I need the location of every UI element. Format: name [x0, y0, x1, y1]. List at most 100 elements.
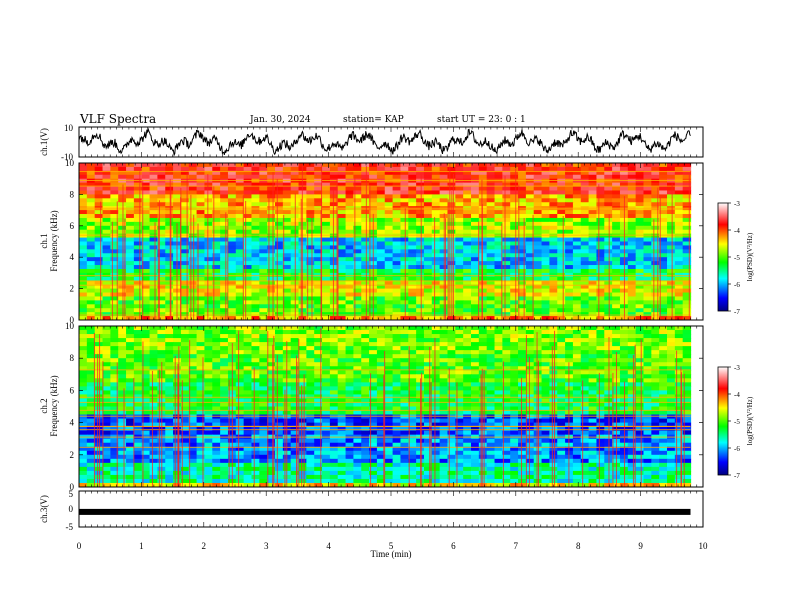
spectrogram-cell [392, 378, 402, 383]
spectrogram-cell [502, 378, 511, 383]
spectrogram-cell [329, 338, 339, 343]
spectrogram-cell [580, 241, 590, 247]
spectrogram-cell [471, 170, 480, 176]
spectrogram-cell [149, 174, 158, 180]
spectrogram-cell [416, 210, 425, 215]
spectrogram-cell [267, 245, 276, 250]
spectrogram-cell [518, 280, 527, 286]
spectrogram-cell [392, 249, 402, 254]
spectrogram-cell [102, 225, 111, 231]
spectrogram-cell [180, 245, 190, 250]
spectrogram-cell [557, 202, 566, 207]
spectrogram-cell [361, 300, 370, 305]
spectrogram-cell [439, 182, 449, 188]
spectrogram-cell [79, 346, 88, 351]
spectrogram-cell [267, 186, 276, 192]
spectrogram-cell [314, 229, 323, 235]
spectrogram-cell [361, 182, 370, 188]
spectrogram-cell [596, 245, 605, 250]
spectrogram-cell [619, 163, 629, 168]
spectrogram-cell [118, 292, 127, 298]
spectrogram-cell [86, 382, 96, 387]
spectrogram-cell [118, 245, 127, 250]
spectrogram-cell [416, 342, 425, 347]
spectrogram-cell [212, 280, 221, 286]
spectrogram-cell [682, 194, 692, 199]
spectrogram-cell [329, 342, 339, 347]
spectrogram-cell [549, 382, 558, 387]
spectrogram-cell [102, 308, 111, 313]
spectrogram-cell [525, 382, 535, 387]
spectrogram-cell [204, 210, 213, 215]
spectrogram-cell [541, 194, 550, 199]
spectrogram-cell [463, 292, 472, 298]
spectrogram-cell [79, 296, 88, 301]
spectrogram-cell [345, 210, 354, 215]
spectrogram-cell [659, 217, 668, 223]
spectrogram-cell [110, 170, 119, 176]
spectrogram-cell [126, 194, 135, 199]
spectrogram-cell [322, 265, 331, 270]
spectrogram-cell [180, 194, 190, 199]
spectrogram-cell [345, 350, 354, 355]
spectrogram-cell [565, 170, 574, 176]
spectrogram-cell [518, 276, 527, 282]
spectrogram-cell [361, 194, 370, 199]
spectrogram-cell [416, 198, 425, 203]
spectrogram-cell [651, 378, 660, 383]
spectrogram-cell [322, 249, 331, 254]
spectrogram-cell [337, 217, 347, 223]
spectrogram-cell [455, 362, 464, 367]
spectrogram-cell [510, 280, 519, 286]
spectrogram-cell [251, 370, 260, 375]
spectrogram-cell [157, 214, 166, 219]
spectrogram-cell [235, 257, 245, 262]
spectrogram-cell [580, 308, 590, 313]
spectrogram-cell [235, 241, 245, 247]
spectrogram-cell [322, 229, 331, 235]
spectrogram-cell [361, 312, 370, 317]
spectrogram-cell [659, 288, 668, 294]
spectrogram-cell [126, 170, 135, 176]
spectrogram-cell [110, 225, 119, 231]
spectrogram-cell [439, 198, 449, 203]
spectrogram-cell [478, 225, 488, 231]
spectrogram-cell [416, 312, 425, 317]
spectrogram-cell [329, 202, 339, 207]
spectrogram-cell [165, 182, 174, 188]
spectrogram-cell [275, 210, 284, 215]
spectrogram-cell [463, 338, 472, 343]
spectrogram-cell [306, 170, 315, 176]
spectrogram-cell [596, 229, 605, 235]
spectrogram-cell [220, 253, 229, 258]
spectrogram-cell [165, 366, 174, 371]
spectrogram-cell [133, 233, 143, 239]
spectrogram-cell [572, 382, 582, 387]
spectrogram-cell [251, 312, 260, 317]
spectrogram-cell [110, 358, 119, 363]
spectrogram-cell [353, 198, 362, 203]
spectrogram-cell [596, 362, 605, 367]
spectrogram-cell [165, 330, 174, 335]
spectrogram-cell [572, 378, 582, 383]
spectrogram-cell [267, 338, 276, 343]
spectrogram-cell [173, 358, 182, 363]
spectrogram-cell [518, 170, 527, 176]
spectrogram-cell [235, 233, 245, 239]
spectrogram-cell [337, 257, 347, 262]
spectrogram-cell [635, 166, 645, 172]
spectrogram-cell [220, 280, 229, 286]
spectrogram-cell [251, 326, 260, 331]
spectrogram-cell [659, 261, 668, 266]
spectrogram-cell [118, 342, 127, 347]
ch1-waveform-panel: 10 -10 ch.1(V) [39, 123, 704, 162]
spectrogram-cell [180, 214, 190, 219]
spectrogram-cell [627, 163, 637, 168]
spectrogram-cell [682, 358, 692, 363]
spectrogram-cell [329, 354, 339, 359]
spectrogram-cell [353, 241, 362, 247]
spectrogram-cell [643, 292, 652, 298]
spectrogram-cell [188, 334, 198, 339]
spectrogram-cell [400, 370, 409, 375]
spectrogram-cell [494, 182, 503, 188]
